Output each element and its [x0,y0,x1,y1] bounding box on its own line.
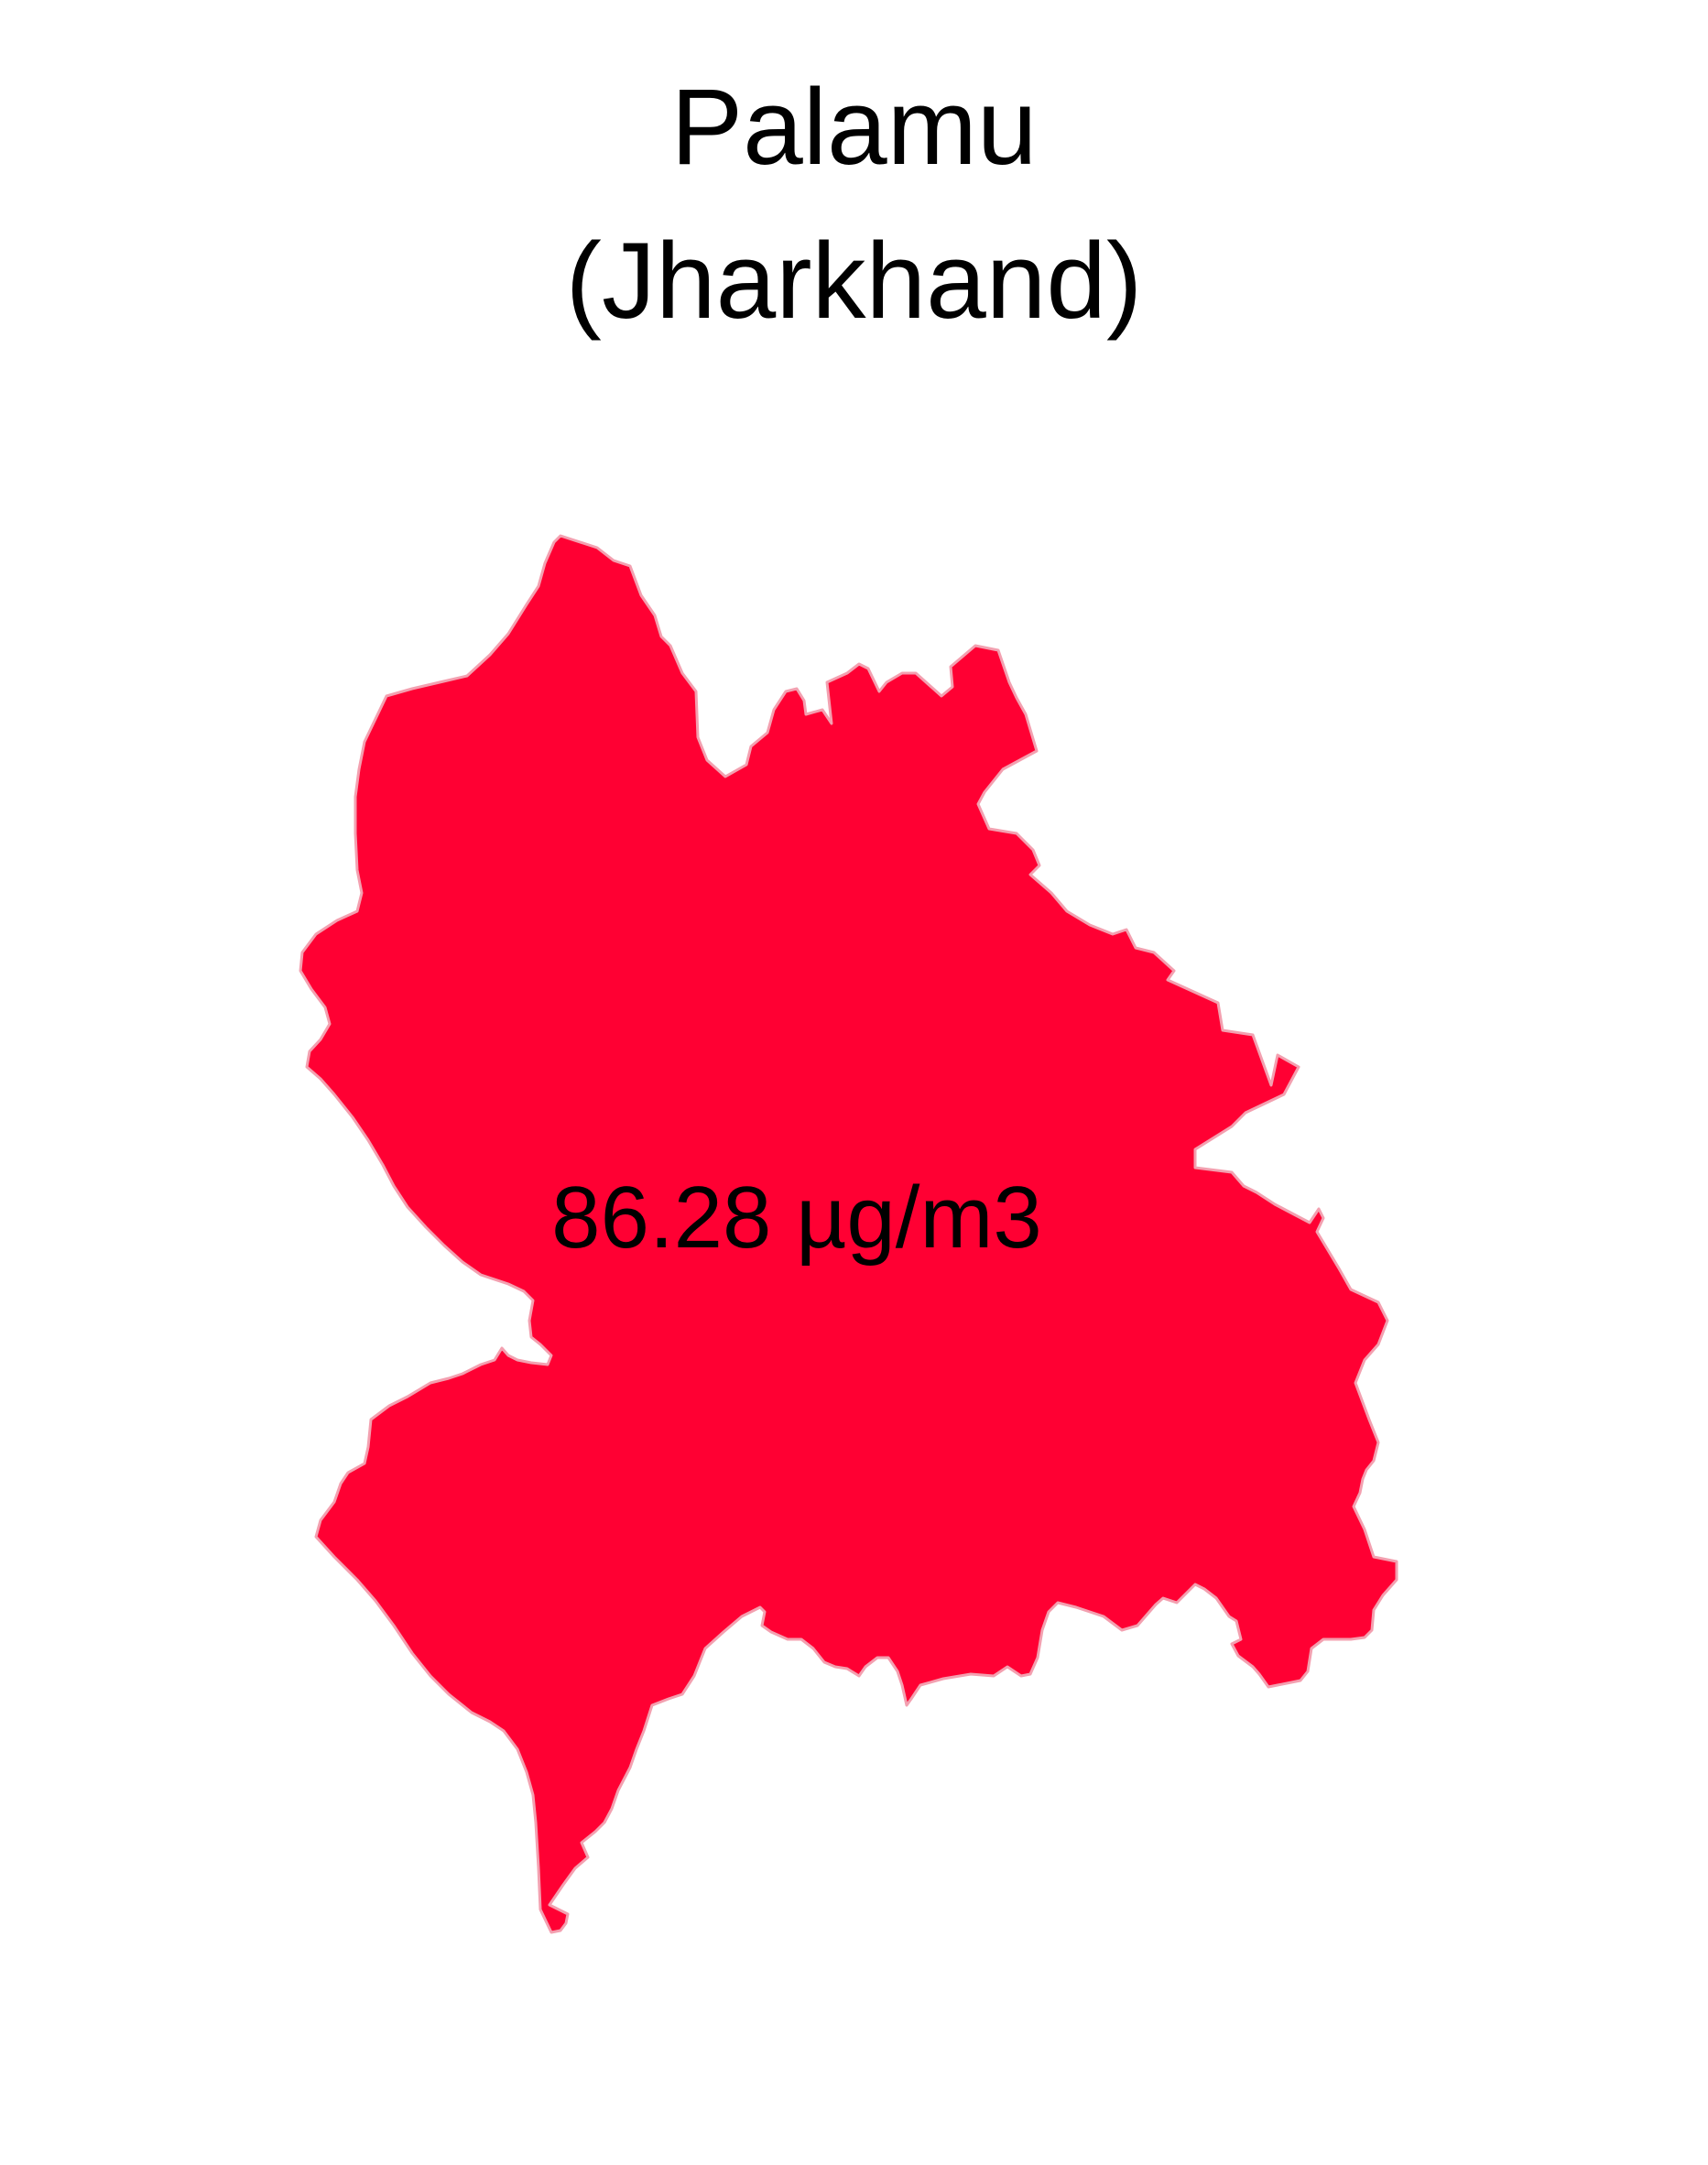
palamu-district-shape [299,534,1398,1934]
map-title-district: Palamu [670,67,1038,188]
district-value-label: 86.28 µg/m3 [551,1169,1042,1267]
map-title-state: (Jharkhand) [565,221,1143,342]
